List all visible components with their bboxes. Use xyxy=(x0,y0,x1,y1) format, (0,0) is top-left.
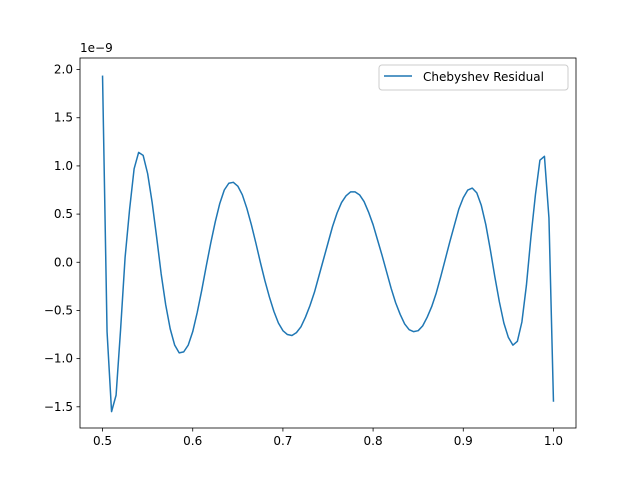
y-tick-label: 0.5 xyxy=(54,207,73,221)
legend-label-chebyshev-residual: Chebyshev Residual xyxy=(423,70,544,84)
y-tick-label: 1.0 xyxy=(54,159,73,173)
series-line-0 xyxy=(101,75,555,413)
x-tick-label: 0.7 xyxy=(273,434,292,448)
legend: Chebyshev Residual xyxy=(378,64,569,91)
y-tick-label: 1.5 xyxy=(54,111,73,125)
x-tick-label: 0.5 xyxy=(93,434,112,448)
x-tick-label: 0.9 xyxy=(454,434,473,448)
x-tick-label: 0.6 xyxy=(183,434,202,448)
plot-area: 0.5 0.6 0.7 0.8 0.9 1.0 −1.5 −1.0 −0.5 0.0 0.5 1.0 1… xyxy=(44,57,577,448)
y-tick-label: 2.0 xyxy=(54,63,73,77)
y-tick-label: −0.5 xyxy=(44,303,73,317)
y-offset-label: 1e−9 xyxy=(80,41,113,55)
axes-frame xyxy=(79,57,577,429)
x-tick-label: 1.0 xyxy=(544,434,563,448)
y-tick-label: 0.0 xyxy=(54,255,73,269)
y-tick-label: −1.5 xyxy=(44,400,73,414)
legend-box xyxy=(378,64,569,91)
x-tick-label: 0.8 xyxy=(364,434,383,448)
y-tick-label: −1.0 xyxy=(44,352,73,366)
